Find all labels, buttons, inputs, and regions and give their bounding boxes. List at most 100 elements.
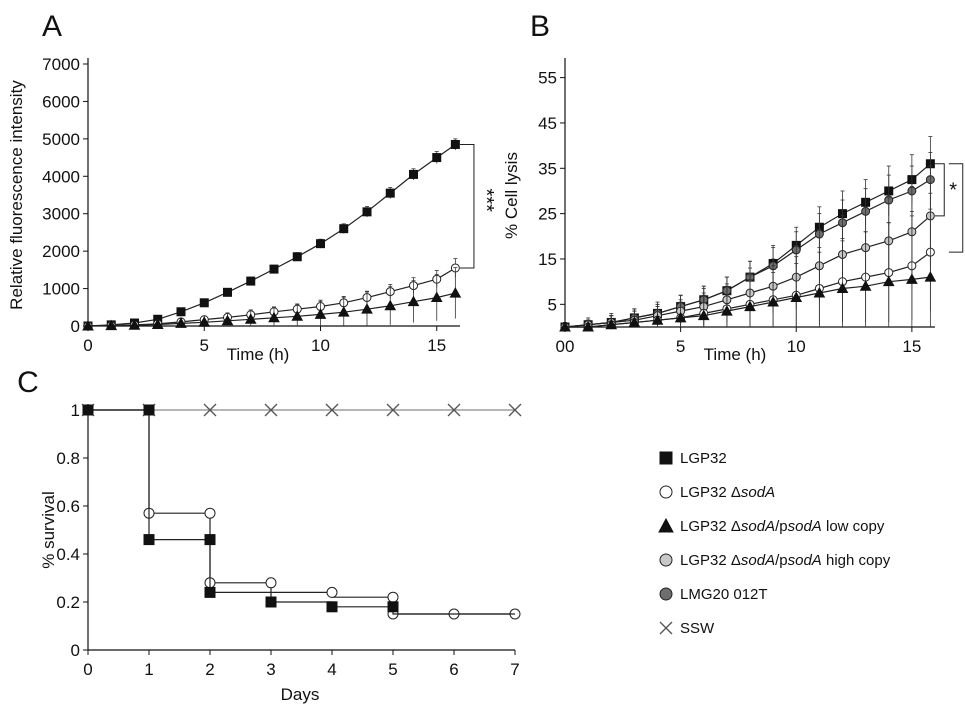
data-point [813, 286, 826, 298]
data-point [291, 310, 304, 321]
data-point [651, 314, 664, 325]
data-point [176, 307, 186, 317]
x-axis-title: Time (h) [227, 345, 290, 364]
legend-label: LGP32 ΔsodA/psodA high copy [680, 552, 891, 569]
legend-marker [658, 517, 674, 533]
data-point [721, 305, 733, 316]
data-point [836, 282, 849, 293]
legend-marker [659, 485, 673, 499]
data-point [105, 319, 118, 331]
y-tick-label: 5000 [42, 130, 80, 149]
x-tick-label: 7 [510, 660, 519, 679]
data-point [264, 403, 278, 417]
data-point [292, 252, 302, 262]
data-point [384, 299, 397, 311]
data-point [246, 276, 256, 286]
data-point [430, 291, 443, 303]
x-tick-label: 00 [556, 337, 575, 356]
y-tick-label: 0 [71, 317, 80, 336]
data-point [924, 271, 937, 282]
legend-item-lmg: LMG20 012T [659, 586, 768, 603]
y-tick-label: 35 [538, 159, 557, 178]
panel-c: C 0 0.2 0.4 0.6 0.8 1 0 1 2 3 4 5 6 7 Days % survival [17, 366, 522, 704]
data-point [387, 591, 399, 603]
legend-item-low: LGP32 ΔsodA/psodA low copy [658, 517, 885, 535]
data-point [697, 309, 710, 321]
panel-a: A 0 1000 2000 3000 4000 5000 6000 7000 0 5 10 15 Time… [7, 10, 497, 364]
y-tick-label: 5 [548, 295, 557, 314]
panel-letter: A [42, 10, 62, 43]
x-tick-label: 4 [327, 660, 336, 679]
data-point [859, 280, 872, 291]
data-point [559, 320, 571, 332]
data-point [882, 275, 895, 287]
series-low [82, 267, 462, 331]
data-point [265, 596, 277, 608]
panel-letter: C [17, 366, 39, 399]
data-point [386, 403, 400, 417]
x-tick-label: 6 [449, 660, 458, 679]
data-point [362, 207, 372, 217]
data-point [767, 296, 779, 307]
data-point [605, 318, 618, 330]
data-point [128, 319, 141, 330]
legend-item-dsodA: LGP32 ΔsodA [659, 484, 775, 501]
legend-item-LGP32: LGP32 [659, 450, 727, 467]
data-point [790, 291, 803, 303]
series-dsodA [88, 409, 521, 620]
x-axis-title: Time (h) [704, 345, 767, 364]
significance-label: * [949, 180, 957, 202]
data-point [447, 403, 461, 417]
data-point [314, 308, 327, 319]
significance-bracket [935, 163, 945, 217]
y-tick-label: 7000 [42, 55, 80, 74]
legend-label: LMG20 012T [680, 586, 768, 603]
data-point [223, 287, 232, 297]
y-tick-label: 4000 [42, 167, 80, 186]
y-axis-title: % survival [39, 491, 58, 568]
series-LGP32 [82, 404, 515, 615]
data-point [326, 586, 338, 598]
x-axis-title: Days [281, 685, 320, 704]
legend-marker [659, 451, 673, 465]
series-ssw [81, 403, 522, 417]
x-tick-label: 1 [144, 660, 153, 679]
x-tick-label: 3 [266, 660, 275, 679]
legend-label: LGP32 ΔsodA [680, 484, 775, 501]
x-tick-label: 5 [200, 336, 209, 355]
data-point [82, 404, 94, 416]
data-point [221, 314, 234, 326]
data-point [204, 507, 216, 519]
data-point [199, 298, 209, 308]
x-tick-label: 15 [902, 337, 921, 356]
data-point [409, 169, 418, 179]
data-point [269, 264, 279, 274]
data-point [204, 586, 216, 598]
data-point [407, 295, 420, 307]
data-point [82, 319, 94, 331]
y-tick-label: 1000 [42, 280, 80, 299]
x-tick-label: 5 [388, 660, 397, 679]
data-point [674, 311, 687, 323]
data-point [326, 601, 338, 613]
series-line [87, 144, 456, 327]
x-tick-label: 10 [787, 337, 806, 356]
data-point [449, 287, 462, 298]
legend-label: SSW [680, 620, 715, 637]
data-point [337, 306, 350, 317]
data-point [387, 601, 399, 613]
series-low [559, 208, 937, 332]
y-tick-label: 25 [538, 205, 557, 224]
data-point [143, 534, 155, 546]
data-point [361, 303, 373, 314]
significance-label: *** [475, 189, 497, 213]
data-point [151, 318, 164, 330]
data-point [244, 313, 257, 324]
data-point [204, 534, 216, 546]
data-point [175, 317, 187, 328]
legend-marker [659, 621, 673, 635]
x-tick-label: 10 [311, 336, 330, 355]
x-tick-label: 0 [83, 336, 92, 355]
y-tick-label: 0.8 [56, 449, 80, 468]
